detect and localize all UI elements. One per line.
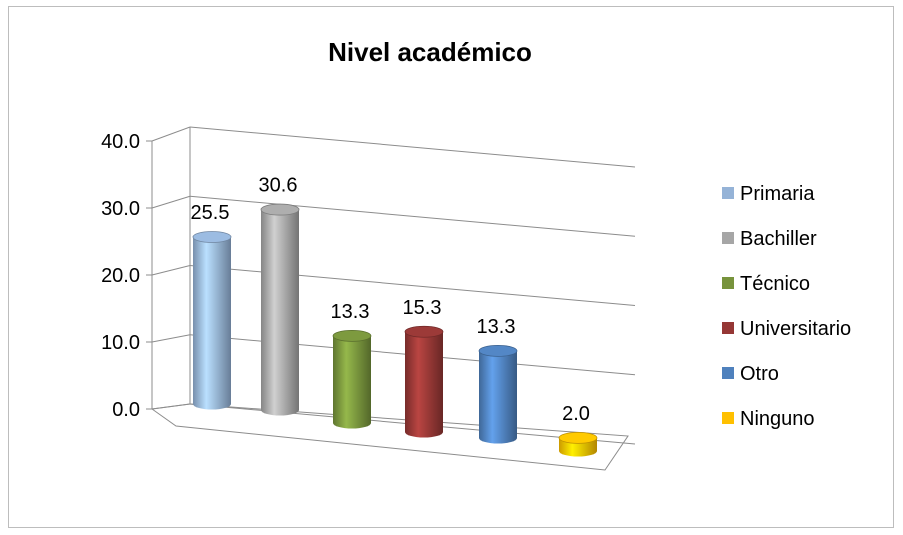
bars	[192, 203, 598, 457]
y-tick-label: 20.0	[101, 265, 140, 287]
gridline-side	[151, 265, 191, 276]
legend-swatch	[722, 367, 734, 379]
legend-swatch	[722, 232, 734, 244]
bar-body	[193, 236, 231, 410]
gridline-side	[151, 126, 191, 142]
bar-bachiller	[260, 203, 300, 416]
data-label: 25.5	[191, 202, 230, 224]
bar-ninguno	[558, 431, 598, 457]
legend-swatch	[722, 187, 734, 199]
legend-item: Otro	[740, 363, 779, 385]
legend-swatch	[722, 277, 734, 289]
floor	[150, 403, 629, 471]
bar-top	[332, 329, 372, 342]
chart-frame	[8, 6, 894, 528]
y-tick-label: 0.0	[112, 399, 140, 421]
bar-universitario	[404, 325, 444, 438]
data-label: 30.6	[259, 175, 298, 197]
data-label: 2.0	[562, 403, 590, 425]
legend-item: Técnico	[740, 273, 810, 295]
y-tick-label: 30.0	[101, 198, 140, 220]
legend-swatch	[722, 322, 734, 334]
y-tick-label: 40.0	[101, 131, 140, 153]
data-labels: 25.5 30.6 13.3 15.3 13.3 2.0	[191, 175, 590, 425]
bar-top	[260, 203, 300, 216]
legend-item: Primaria	[740, 183, 815, 205]
legend-swatch	[722, 412, 734, 424]
bar-primaria	[192, 231, 232, 410]
bar-body	[479, 350, 517, 444]
legend-item: Universitario	[740, 318, 851, 340]
data-label: 15.3	[403, 297, 442, 319]
y-axis: 0.0 10.0 20.0 30.0 40.0	[101, 127, 629, 471]
bar-body	[261, 209, 299, 416]
y-tick-label: 10.0	[101, 332, 140, 354]
data-label: 13.3	[331, 301, 370, 323]
gridline	[189, 126, 636, 168]
gridline-side	[151, 195, 191, 209]
bar-top	[192, 231, 232, 243]
chart-title: Nivel académico	[328, 37, 532, 67]
legend: Primaria Bachiller Técnico Universitario Otr…	[722, 183, 851, 430]
data-label: 13.3	[477, 316, 516, 338]
bar-top	[478, 344, 518, 357]
bar-top	[558, 431, 598, 444]
legend-item: Bachiller	[740, 228, 817, 250]
bar-otro	[478, 344, 518, 444]
bar-técnico	[332, 329, 372, 429]
bar-top	[404, 325, 444, 338]
gridline-side	[151, 334, 191, 343]
gridline	[189, 195, 636, 237]
legend-item: Ninguno	[740, 408, 815, 430]
bar-body	[333, 335, 371, 429]
bar-body	[405, 331, 443, 438]
